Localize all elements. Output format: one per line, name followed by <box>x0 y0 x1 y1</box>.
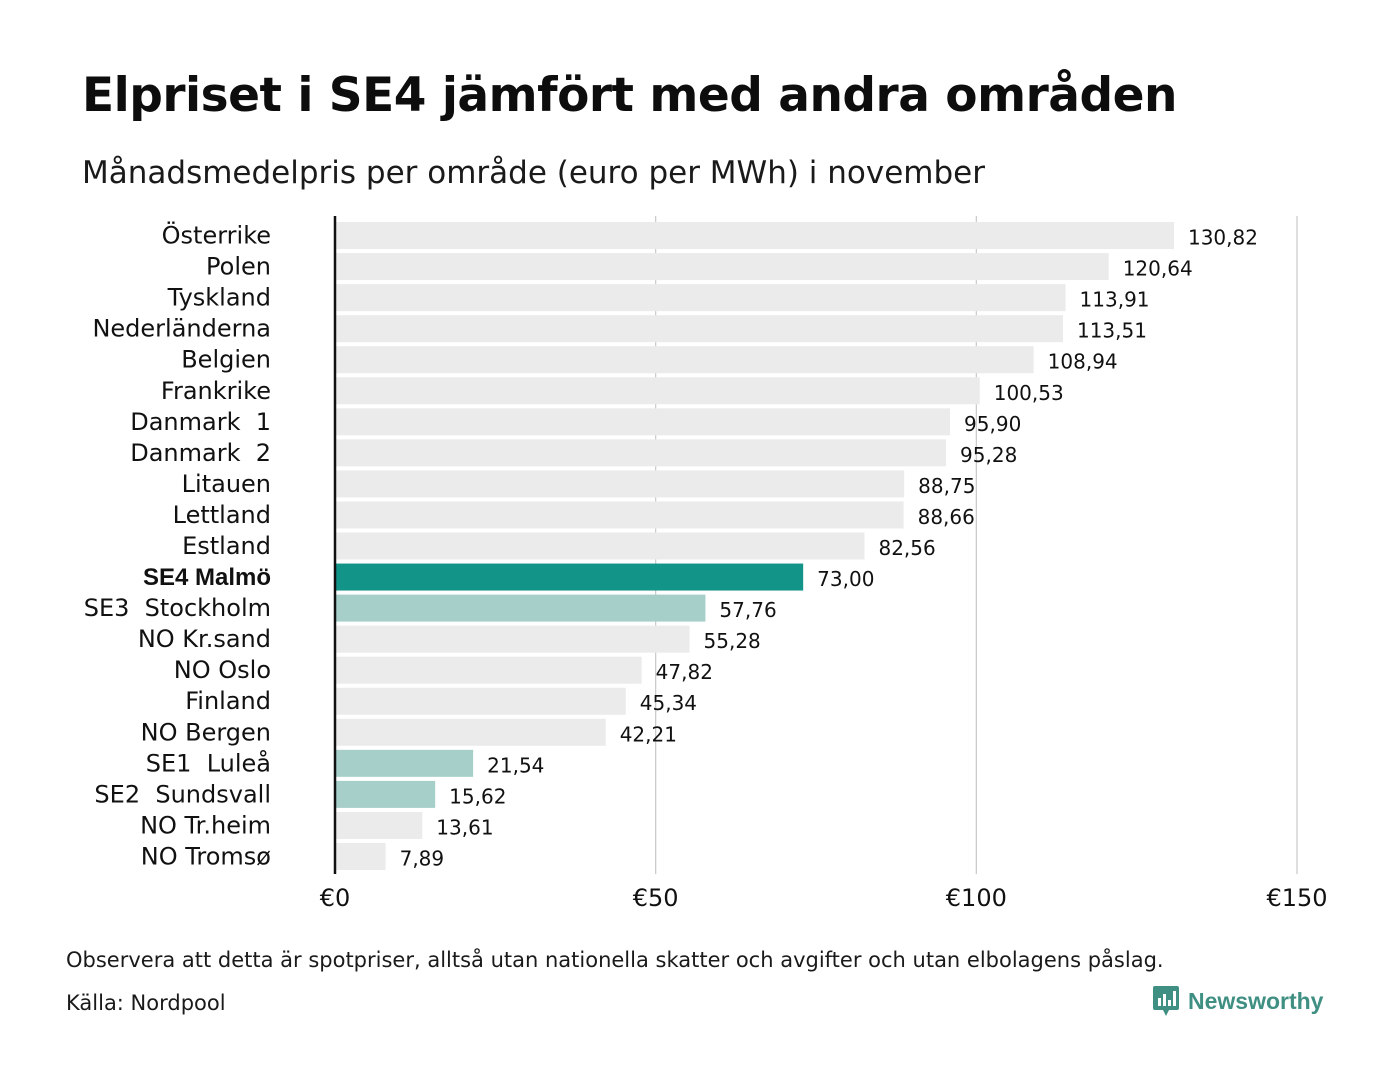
value-label: 95,28 <box>960 443 1017 467</box>
value-label: 113,51 <box>1077 319 1147 343</box>
category-label: Belgien <box>181 346 271 374</box>
value-label: 13,61 <box>436 815 493 839</box>
category-label: Danmark 1 <box>130 408 271 436</box>
bar <box>335 687 626 715</box>
bar <box>335 470 905 498</box>
value-label: 108,94 <box>1048 350 1118 374</box>
x-axis: €0 €50 €100 €150 <box>320 216 1328 912</box>
value-label: 130,82 <box>1188 226 1258 250</box>
chart-title: Elpriset i SE4 jämfört med andra områden <box>82 68 1177 123</box>
bar <box>335 284 1066 312</box>
bar <box>335 532 865 560</box>
category-label: SE3 Stockholm <box>84 594 271 622</box>
brand-logo: Newsworthy <box>1152 984 1323 1018</box>
x-tick-label: €150 <box>1266 884 1327 912</box>
category-label: Litauen <box>182 470 271 498</box>
category-label: NO Kr.sand <box>138 625 271 653</box>
value-label: 95,90 <box>964 412 1021 436</box>
bar <box>335 749 474 777</box>
category-label: NO Oslo <box>174 656 271 684</box>
category-label: SE4 Malmö <box>143 564 271 591</box>
bar <box>335 377 980 405</box>
bar <box>335 625 690 653</box>
category-label: Lettland <box>173 501 271 529</box>
bar <box>335 315 1063 343</box>
bar <box>335 811 423 839</box>
category-label: SE2 Sundsvall <box>94 780 271 808</box>
value-label: 82,56 <box>878 536 935 560</box>
bar <box>335 594 706 622</box>
category-label: Österrike <box>162 221 271 250</box>
category-label: NO Tromsø <box>141 842 271 870</box>
bar <box>335 222 1174 250</box>
value-label: 55,28 <box>704 629 761 653</box>
bars <box>335 222 1174 870</box>
bar <box>335 656 642 684</box>
value-label: 120,64 <box>1123 257 1193 281</box>
category-label: SE1 Luleå <box>146 748 271 777</box>
category-label: Finland <box>185 687 271 715</box>
value-label: 88,66 <box>918 505 975 529</box>
value-label: 7,89 <box>400 846 445 870</box>
value-label: 88,75 <box>918 474 975 498</box>
category-label: Polen <box>206 253 271 281</box>
bar <box>335 346 1034 374</box>
value-label: 45,34 <box>640 691 697 715</box>
value-label: 113,91 <box>1080 288 1150 312</box>
category-label: NO Tr.heim <box>140 811 271 839</box>
brand-name: Newsworthy <box>1188 987 1324 1014</box>
footnote: Observera att detta är spotpriser, allts… <box>66 948 1164 972</box>
bar-chart: Österrike Polen Tyskland Nederländerna Belgi… <box>84 216 1328 912</box>
value-label: 15,62 <box>449 784 506 808</box>
bar <box>335 842 386 870</box>
source-note: Källa: Nordpool <box>66 991 226 1015</box>
bar <box>335 408 951 436</box>
value-label: 73,00 <box>817 567 874 591</box>
x-tick-label: €100 <box>946 884 1007 912</box>
bar <box>335 253 1109 281</box>
category-label: Frankrike <box>161 377 271 405</box>
bar <box>335 563 804 591</box>
category-label: Estland <box>182 532 271 560</box>
value-label: 42,21 <box>620 722 677 746</box>
bar <box>335 780 436 808</box>
category-label: Nederländerna <box>92 315 271 343</box>
value-label: 100,53 <box>994 381 1064 405</box>
value-label: 21,54 <box>487 753 544 777</box>
category-label: Danmark 2 <box>130 439 271 467</box>
bar <box>335 439 947 467</box>
chart-subtitle: Månadsmedelpris per område (euro per MWh… <box>82 155 985 191</box>
category-label: NO Bergen <box>141 718 271 746</box>
bar <box>335 501 904 529</box>
category-label: Tyskland <box>167 284 271 312</box>
x-tick-label: €50 <box>633 884 679 912</box>
value-label: 47,82 <box>656 660 713 684</box>
newsworthy-logo-icon <box>1153 986 1179 1016</box>
x-tick-label: €0 <box>320 884 351 912</box>
bar <box>335 718 606 746</box>
value-labels: 130,82 120,64 113,91 113,51 108,94 100,53 95,9… <box>400 226 1258 871</box>
category-labels: Österrike Polen Tyskland Nederländerna Belgi… <box>84 221 271 871</box>
value-label: 57,76 <box>719 598 776 622</box>
